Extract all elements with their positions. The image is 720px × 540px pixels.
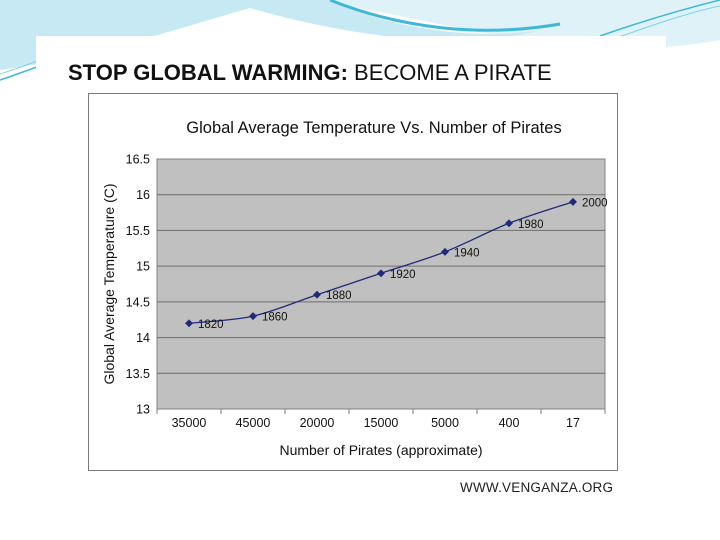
data-label: 1880 <box>326 290 352 302</box>
slide-title-bold: STOP GLOBAL WARMING: <box>68 60 348 85</box>
x-tick-labels: 35000 45000 20000 15000 5000 400 17 <box>172 416 580 430</box>
data-label: 1940 <box>454 247 480 259</box>
x-tick-label: 400 <box>499 416 520 430</box>
swoosh-line-right-2 <box>609 5 720 41</box>
x-tick-label: 5000 <box>431 416 459 430</box>
x-axis-label: Number of Pirates (approximate) <box>279 442 482 458</box>
data-label: 1820 <box>198 319 224 331</box>
data-label: 2000 <box>582 197 608 209</box>
source-credit: WWW.VENGANZA.ORG <box>460 480 614 495</box>
x-tick-label: 35000 <box>172 416 207 430</box>
slide-title-rest: BECOME A PIRATE <box>354 60 552 85</box>
y-axis-label: Global Average Temperature (C) <box>101 183 117 384</box>
y-tick-label: 14.5 <box>126 295 150 309</box>
data-label: 1980 <box>518 219 544 231</box>
y-tick-label: 16 <box>136 188 150 202</box>
x-tick-label: 15000 <box>364 416 399 430</box>
x-tick-label: 17 <box>566 416 580 430</box>
data-point <box>441 247 449 256</box>
swoosh-line-accent <box>329 0 561 32</box>
x-tick-label: 20000 <box>300 416 335 430</box>
chart-container: Global Average Temperature Vs. Number of… <box>88 93 618 471</box>
data-label: 1920 <box>390 269 416 281</box>
y-tick-labels: 16.5 16 15.5 15 14.5 14 13.5 13 <box>126 153 150 417</box>
y-tick-label: 14 <box>136 331 150 345</box>
x-tick-label: 45000 <box>236 416 271 430</box>
y-tick-label: 15.5 <box>126 224 150 238</box>
top-swoosh <box>0 0 540 70</box>
swoosh-line-right <box>599 0 720 37</box>
data-label: 1860 <box>262 312 288 324</box>
data-point <box>249 312 257 321</box>
gridlines <box>156 194 606 414</box>
chart-title: Global Average Temperature Vs. Number of… <box>186 119 561 137</box>
chart-svg: Global Average Temperature Vs. Number of… <box>101 119 608 458</box>
y-tick-label: 13 <box>136 403 150 417</box>
y-tick-label: 15 <box>136 260 150 274</box>
y-tick-label: 13.5 <box>126 367 150 381</box>
slide-title: STOP GLOBAL WARMING: BECOME A PIRATE <box>68 60 552 86</box>
y-tick-label: 16.5 <box>126 153 150 167</box>
plot-area <box>156 158 606 410</box>
data-labels: 1820 1860 1880 1920 1940 1980 2000 <box>198 197 608 330</box>
